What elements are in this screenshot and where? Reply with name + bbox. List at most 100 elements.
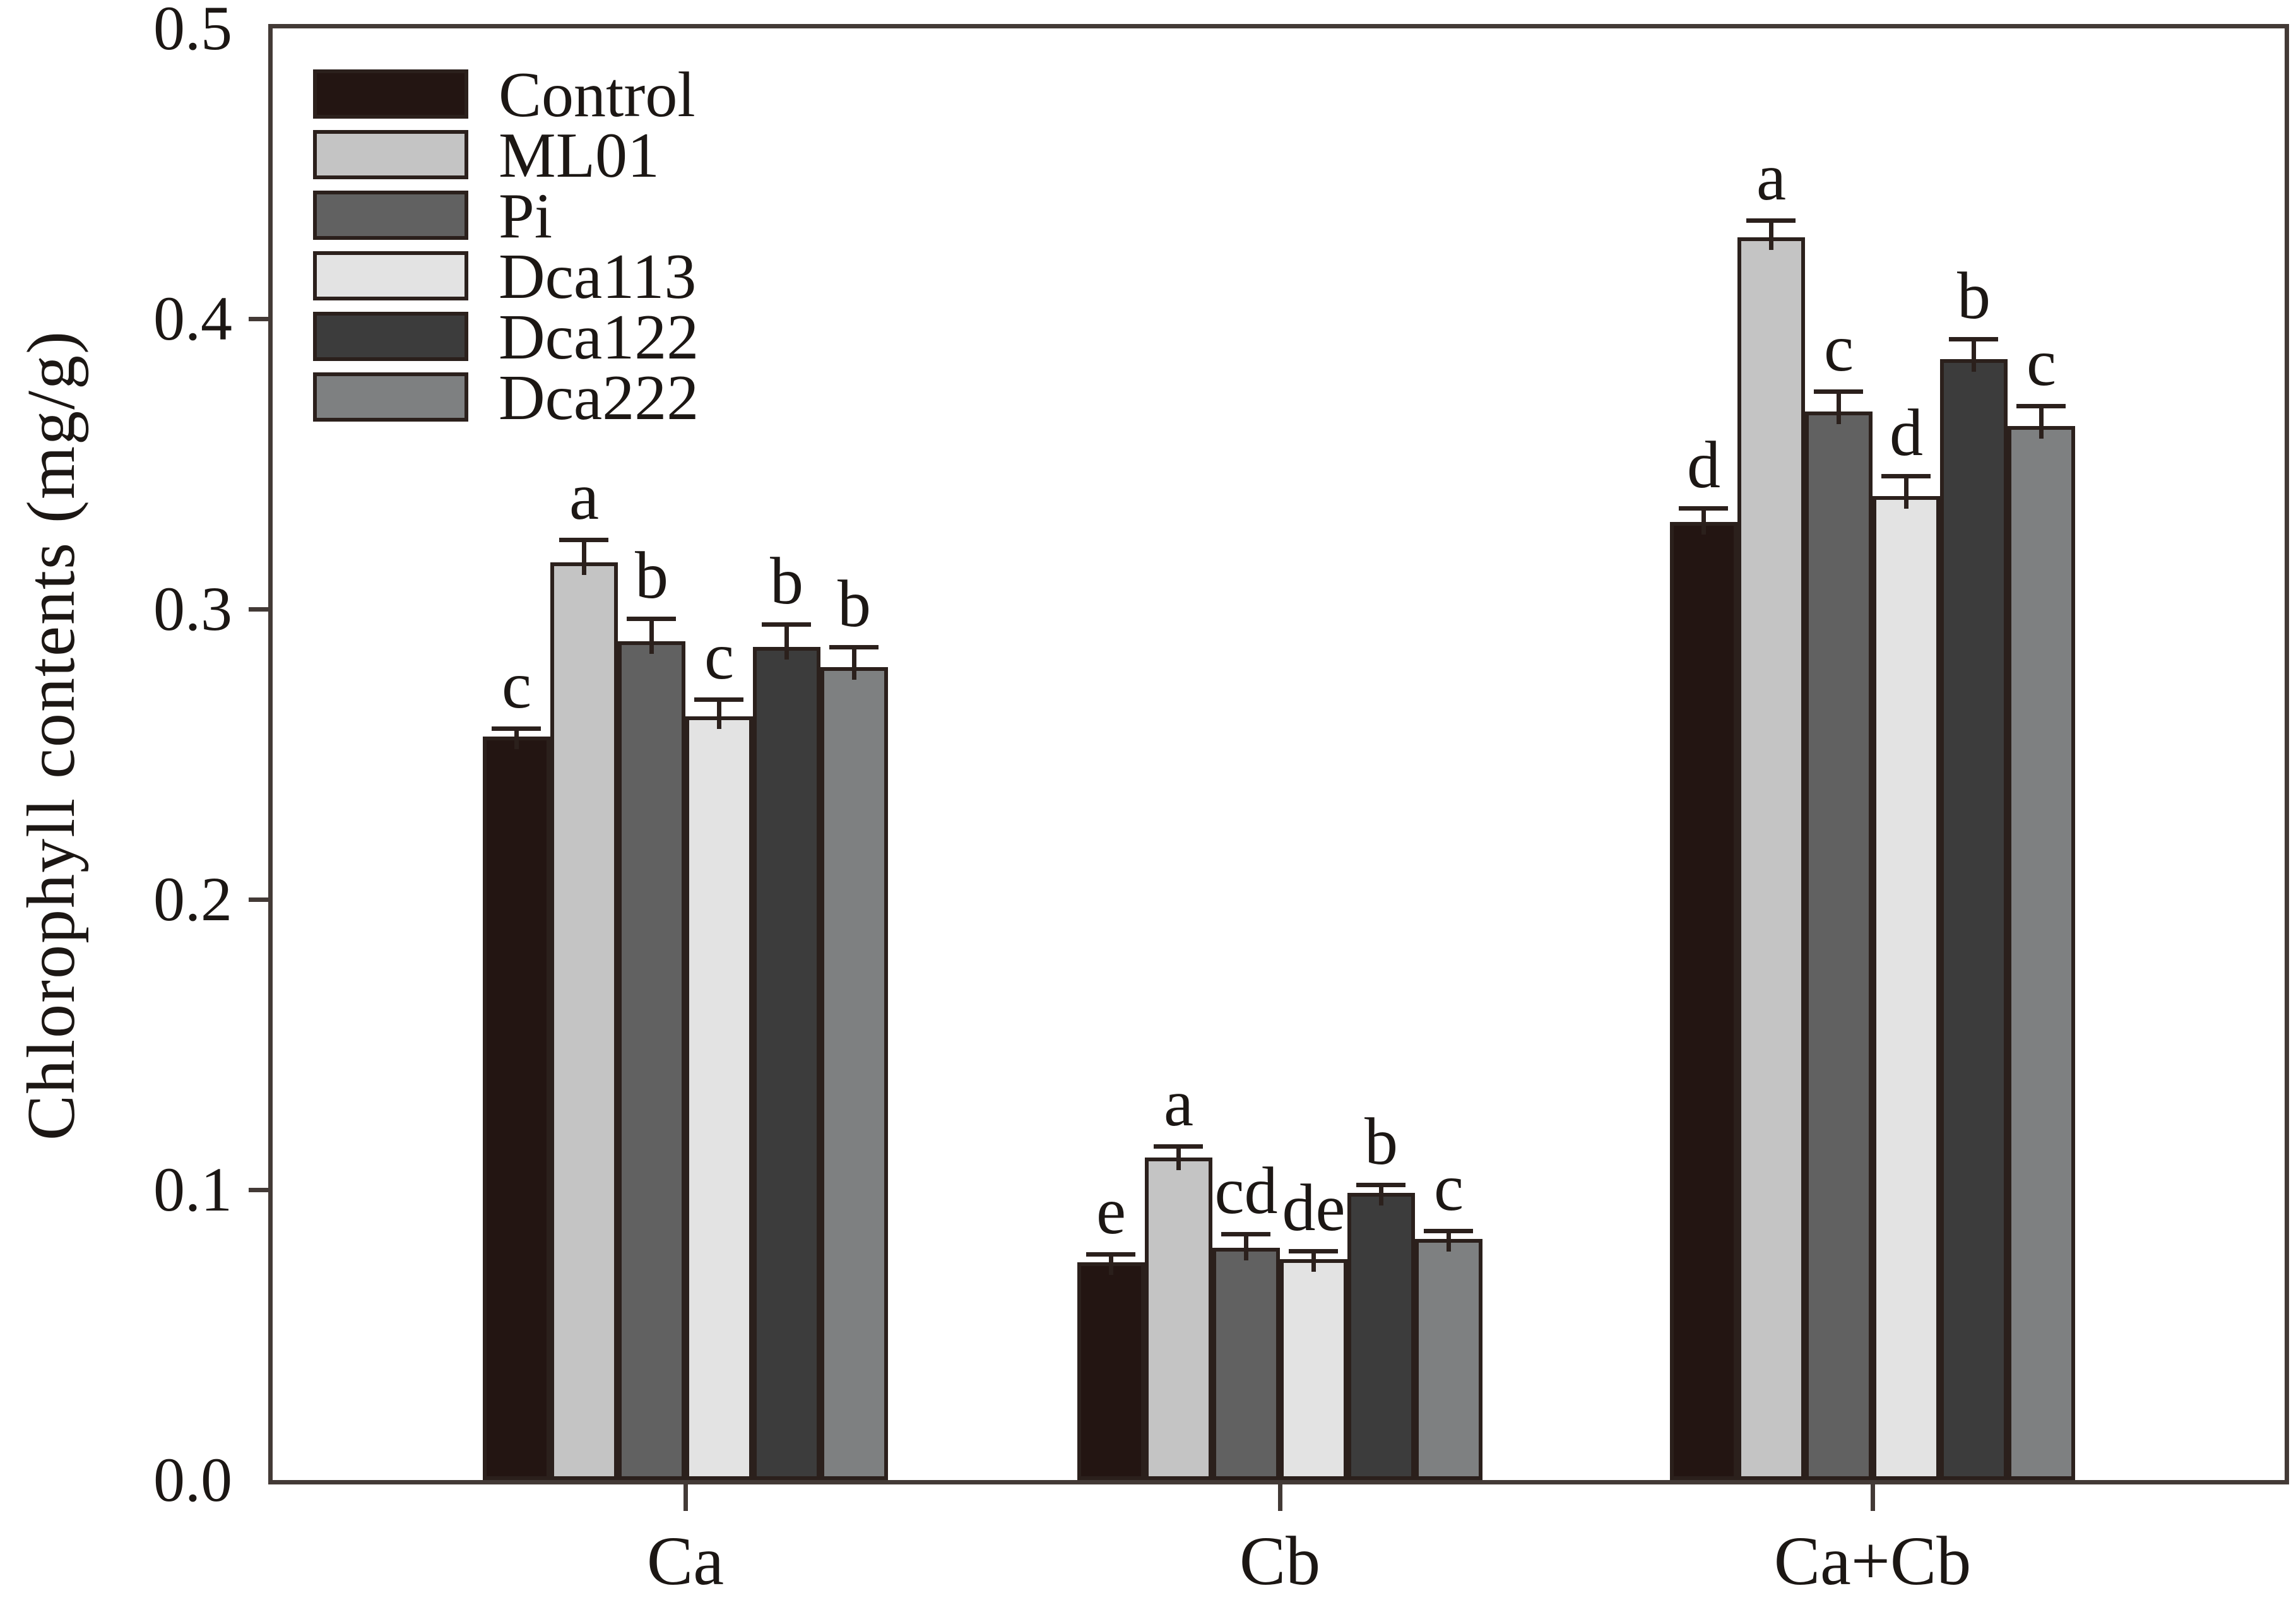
significance-letter: de [1282,1171,1346,1245]
bar-Dca222-Cb [1415,1239,1482,1480]
bar-Dca122-Cb [1347,1193,1415,1480]
error-bar-cap [1746,218,1796,223]
legend-item-ML01: ML01 [273,120,967,191]
error-bar-cap [492,726,541,731]
y-tick-label: 0.2 [153,864,232,934]
bar-Dca222-Ca [820,667,888,1480]
legend-swatch [313,130,468,179]
bar-Pi-Ca [618,641,685,1480]
error-bar-stem [1701,511,1706,535]
legend-item-Pi: Pi [273,184,967,249]
y-tick [249,316,273,321]
y-tick-label: 0.1 [153,1154,232,1224]
bar-Dca113-Ca [685,716,753,1480]
y-tick-label: 0.0 [153,1445,232,1515]
error-bar-cap [1881,474,1931,478]
significance-letter: c [501,648,532,722]
significance-letter: cd [1214,1154,1278,1228]
x-category-label: Ca [646,1522,725,1599]
y-axis-title: Chlorophyll contents (mg/g) [14,330,89,1140]
bar-Dca113-Ca+Cb [1873,496,1940,1480]
error-bar-cap [1221,1232,1270,1236]
error-bar-cap [829,645,879,649]
significance-letter: b [1364,1105,1398,1178]
bar-Control-Cb [1077,1262,1145,1480]
legend-label: Dca113 [499,241,697,312]
error-bar-cap [627,617,676,621]
legend-label: ML01 [499,120,660,191]
error-bar-stem [1244,1236,1248,1260]
x-tick [1277,1483,1282,1511]
bar-Dca113-Cb [1280,1259,1347,1480]
legend-label: Dca122 [499,302,699,373]
y-tick [249,607,273,612]
y-tick-label: 0.5 [153,0,232,63]
error-bar-stem [1379,1187,1383,1205]
error-bar-stem [582,542,586,575]
x-category-label: Cb [1239,1522,1321,1599]
significance-letter: b [837,567,871,641]
error-bar-stem [1769,223,1773,250]
legend-item-Control: Control [273,59,967,131]
error-bar-stem [2039,408,2044,439]
legend-swatch [313,191,468,240]
error-bar-stem [1176,1149,1181,1170]
error-bar-stem [649,621,654,654]
error-bar-cap [1814,389,1863,394]
significance-letter: b [635,538,668,612]
error-bar-stem [1972,341,1976,372]
error-bar-stem [852,649,856,680]
legend-item-Dca122: Dca122 [273,302,967,373]
error-bar-stem [1447,1233,1451,1252]
legend-label: Dca222 [499,362,699,434]
error-bar-cap [2016,404,2066,408]
error-bar-stem [514,731,519,749]
bar-Control-Ca+Cb [1670,522,1737,1480]
error-bar-stem [784,627,789,660]
legend-swatch [313,251,468,300]
significance-letter: c [2026,326,2057,400]
error-bar-cap [1086,1252,1135,1257]
significance-letter: d [1687,428,1720,502]
error-bar-stem [1109,1257,1113,1275]
significance-letter: b [1957,259,1991,333]
bar-Control-Ca [483,737,550,1480]
error-bar-cap [1679,506,1728,511]
y-tick [249,897,273,902]
y-tick [249,1187,273,1192]
legend-swatch [313,372,468,422]
significance-letter: b [770,544,803,618]
error-bar-stem [1311,1253,1316,1272]
error-bar-stem [717,702,721,729]
bar-Pi-Ca+Cb [1805,412,1873,1480]
legend-item-Dca222: Dca222 [273,362,967,434]
error-bar-cap [762,622,811,627]
error-bar-cap [1289,1249,1338,1253]
error-bar-cap [559,538,608,542]
legend-item-Dca113: Dca113 [273,241,967,312]
bar-Dca122-Ca+Cb [1940,359,2008,1480]
error-bar-cap [1424,1229,1473,1233]
bar-ML01-Ca+Cb [1737,237,1805,1480]
error-bar-cap [1356,1183,1405,1187]
significance-letter: a [1163,1066,1194,1140]
error-bar-cap [694,697,743,702]
error-bar-cap [1949,337,1998,341]
legend-label: Control [499,59,695,131]
error-bar-stem [1837,394,1841,424]
bar-Pi-Cb [1212,1248,1280,1480]
bar-Dca122-Ca [753,647,820,1480]
legend-swatch [313,69,468,119]
legend-swatch [313,312,468,361]
error-bar-stem [1904,478,1908,509]
significance-letter: c [1823,311,1854,385]
error-bar-cap [1154,1144,1203,1149]
significance-letter: a [1756,140,1787,214]
x-tick [1870,1483,1875,1511]
significance-letter: d [1890,396,1923,470]
significance-letter: c [1433,1151,1464,1224]
significance-letter: e [1096,1174,1127,1248]
x-category-label: Ca+Cb [1773,1522,1972,1599]
y-tick-label: 0.4 [153,283,232,353]
